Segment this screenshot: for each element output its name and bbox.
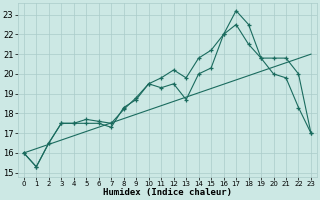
X-axis label: Humidex (Indice chaleur): Humidex (Indice chaleur) — [103, 188, 232, 197]
